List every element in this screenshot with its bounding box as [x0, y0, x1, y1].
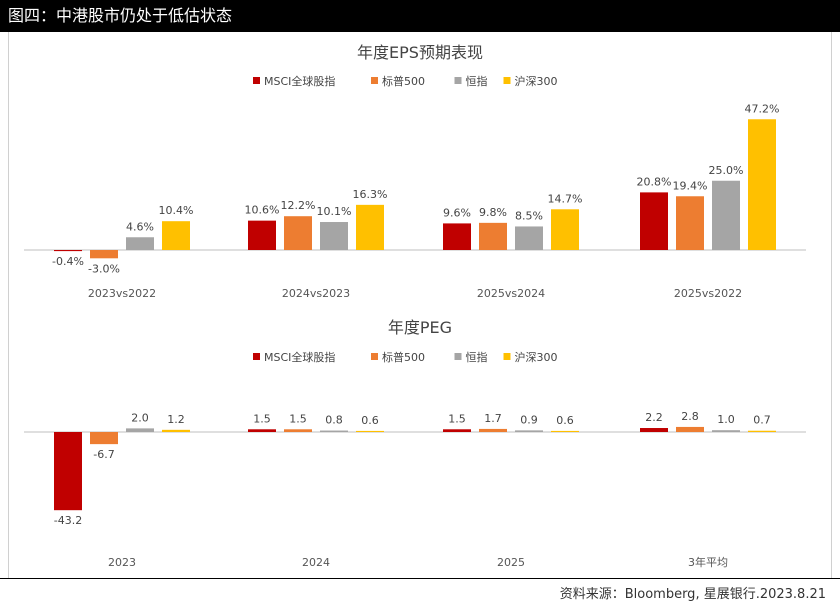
legend-label: 标普500 [382, 350, 425, 364]
bar-0-2-3 [551, 209, 579, 250]
bar-0-1-3 [356, 204, 384, 250]
bar-1-1-3 [356, 430, 384, 432]
data-label: -0.4% [52, 255, 84, 268]
legend-swatch-0 [253, 77, 260, 84]
data-label: 1.0 [717, 413, 735, 426]
category-label: 2024 [302, 556, 330, 569]
bar-0-0-2 [126, 237, 154, 250]
bottom-rule [0, 578, 840, 579]
bar-0-3-2 [712, 180, 740, 250]
data-label: 0.6 [556, 414, 574, 427]
data-label: 47.2% [745, 102, 780, 115]
bar-0-1-2 [320, 222, 348, 250]
data-label: 0.6 [361, 414, 379, 427]
data-label: 25.0% [709, 164, 744, 177]
category-label: 3年平均 [688, 555, 728, 569]
bar-0-2-0 [443, 223, 471, 250]
bar-1-3-3 [748, 430, 776, 432]
chart-title: 年度PEG [388, 318, 452, 337]
legend-label: MSCI全球股指 [264, 350, 335, 364]
bar-1-1-1 [284, 429, 312, 432]
bar-1-0-1 [90, 432, 118, 445]
legend-label: 恒指 [466, 74, 488, 88]
bar-0-0-1 [90, 250, 118, 259]
bar-0-1-1 [284, 216, 312, 250]
legend-swatch-0 [253, 353, 260, 360]
data-label: 9.6% [443, 206, 471, 219]
category-label: 2023vs2022 [88, 287, 156, 300]
legend-swatch-2 [454, 353, 462, 360]
legend-label: 标普500 [382, 74, 425, 88]
category-label: 2025vs2024 [477, 287, 545, 300]
data-label: 1.7 [484, 412, 502, 425]
bar-1-2-2 [515, 430, 543, 432]
data-label: 19.4% [673, 179, 708, 192]
bar-1-0-2 [126, 428, 154, 432]
category-label: 2023 [108, 556, 136, 569]
bar-1-1-0 [248, 429, 276, 432]
legend-swatch-2 [454, 77, 462, 84]
bar-0-0-0 [54, 250, 82, 252]
source-note: 资料来源：Bloomberg, 星展银行.2023.8.21 [559, 587, 826, 602]
data-label: 2.8 [681, 410, 699, 423]
data-label: 0.9 [520, 413, 538, 426]
bar-1-2-0 [443, 429, 471, 432]
data-label: 0.8 [325, 414, 343, 427]
data-label: 1.5 [253, 412, 271, 425]
data-label: 1.5 [448, 412, 466, 425]
bar-0-2-2 [515, 226, 543, 250]
bar-1-0-0 [54, 432, 82, 511]
bar-0-2-1 [479, 222, 507, 250]
data-label: 1.2 [167, 413, 185, 426]
bar-0-3-3 [748, 119, 776, 250]
legend-swatch-3 [503, 353, 511, 360]
data-label: 8.5% [515, 209, 543, 222]
bar-1-2-3 [551, 430, 579, 432]
data-label: 10.4% [159, 204, 194, 217]
data-label: 9.8% [479, 206, 507, 219]
data-label: 4.6% [126, 220, 154, 233]
bar-0-3-1 [676, 196, 704, 250]
legend-swatch-3 [503, 77, 511, 84]
data-label: 14.7% [548, 192, 583, 205]
bar-1-3-0 [640, 428, 668, 432]
bar-1-2-1 [479, 428, 507, 432]
data-label: -6.7 [93, 448, 114, 461]
legend-label: 沪深300 [515, 350, 558, 364]
chart-title: 年度EPS预期表现 [357, 43, 483, 62]
data-label: 0.7 [753, 414, 771, 427]
data-label: 10.6% [245, 204, 280, 217]
legend-label: 恒指 [466, 350, 488, 364]
data-label: 10.1% [317, 205, 352, 218]
category-label: 2025vs2022 [674, 287, 742, 300]
legend-swatch-1 [371, 353, 378, 360]
category-label: 2025 [497, 556, 525, 569]
legend-swatch-1 [371, 77, 378, 84]
data-label: -43.2 [54, 514, 82, 527]
data-label: -3.0% [88, 262, 120, 275]
figure-title: 图四：中港股市仍处于低估状态 [8, 6, 233, 25]
bar-1-1-2 [320, 430, 348, 432]
chart-frame [8, 32, 832, 578]
data-label: 2.0 [131, 411, 149, 424]
data-label: 16.3% [353, 188, 388, 201]
data-label: 2.2 [645, 411, 663, 424]
data-label: 20.8% [637, 175, 672, 188]
data-label: 12.2% [281, 199, 316, 212]
bar-1-3-1 [676, 426, 704, 432]
legend-label: 沪深300 [515, 74, 558, 88]
figure-header: 图四：中港股市仍处于低估状态 [0, 0, 840, 32]
bar-0-3-0 [640, 192, 668, 250]
data-label: 1.5 [289, 412, 307, 425]
bar-0-1-0 [248, 220, 276, 250]
bar-1-0-3 [162, 429, 190, 432]
bar-0-0-3 [162, 221, 190, 250]
legend-label: MSCI全球股指 [264, 74, 335, 88]
category-label: 2024vs2023 [282, 287, 350, 300]
bar-1-3-2 [712, 430, 740, 432]
